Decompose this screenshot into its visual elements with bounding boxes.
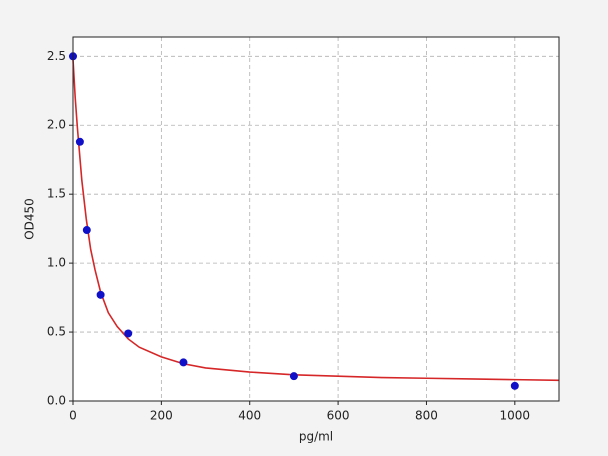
y-tick-label: 2.5	[47, 49, 66, 63]
x-axis-label: pg/ml	[299, 430, 333, 444]
data-point	[289, 372, 298, 381]
data-point	[96, 290, 105, 299]
x-tick-label: 600	[327, 409, 350, 423]
data-point	[124, 329, 133, 338]
y-tick-label: 0.0	[47, 394, 66, 408]
y-axis-label: OD450	[23, 198, 37, 240]
y-tick-label: 1.5	[47, 187, 66, 201]
plot-area	[73, 37, 559, 401]
data-point	[75, 137, 84, 146]
y-tick-label: 1.0	[47, 256, 66, 270]
x-tick-label: 400	[238, 409, 261, 423]
y-tick-label: 0.5	[47, 325, 66, 339]
fit-curve	[72, 59, 560, 382]
x-tick-label: 200	[150, 409, 173, 423]
x-tick-label: 1000	[500, 409, 531, 423]
data-point	[510, 381, 519, 390]
data-point	[82, 226, 91, 235]
axes-frame	[72, 36, 560, 402]
data-point	[179, 358, 188, 367]
x-tick-label: 0	[69, 409, 77, 423]
x-tick-label: 800	[415, 409, 438, 423]
y-tick-label: 2.0	[47, 118, 66, 132]
